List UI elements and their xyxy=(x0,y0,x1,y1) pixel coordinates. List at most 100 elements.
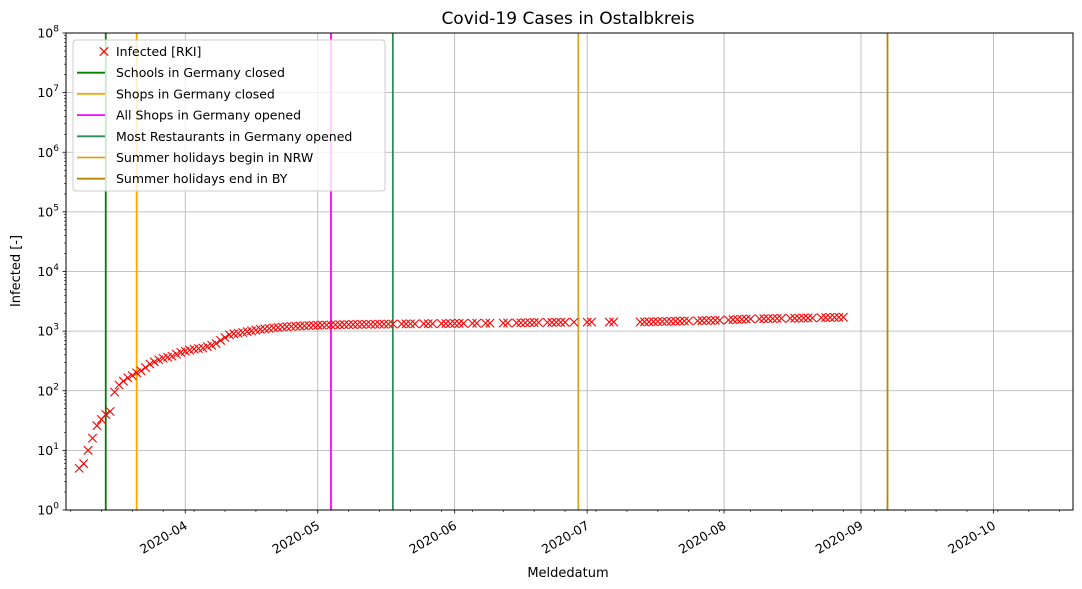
y-tick-label: 104 xyxy=(37,263,59,279)
data-point xyxy=(361,319,371,329)
data-point xyxy=(569,317,579,327)
data-point xyxy=(330,320,341,330)
data-point xyxy=(397,319,407,329)
legend-entry-label: Shops in Germany closed xyxy=(116,86,275,101)
data-point xyxy=(520,318,530,328)
data-point xyxy=(105,406,115,417)
data-point xyxy=(118,376,129,386)
data-point xyxy=(834,312,844,322)
legend-entry-label: Summer holidays begin in NRW xyxy=(116,150,313,165)
data-point xyxy=(423,319,433,329)
data-point xyxy=(838,312,848,322)
data-point xyxy=(741,314,751,324)
data-point xyxy=(454,318,464,328)
data-point xyxy=(785,313,795,323)
data-point xyxy=(308,320,318,330)
legend-entry-label: Summer holidays end in BY xyxy=(116,171,288,186)
data-point xyxy=(586,317,597,327)
data-point xyxy=(282,322,292,332)
data-point xyxy=(215,335,226,345)
data-point xyxy=(472,318,482,328)
data-point xyxy=(136,366,146,376)
data-point xyxy=(220,332,230,343)
data-point xyxy=(697,316,707,326)
data-point xyxy=(370,319,380,329)
data-point xyxy=(339,320,349,330)
data-point xyxy=(321,320,332,330)
data-point xyxy=(816,313,826,323)
data-point xyxy=(211,338,221,349)
data-point xyxy=(485,318,495,328)
data-point xyxy=(772,313,782,324)
data-point xyxy=(304,320,314,331)
data-point xyxy=(467,318,477,328)
data-point xyxy=(542,317,553,328)
y-axis: 100 101 102 103 104 105 106 107 108 xyxy=(37,25,66,518)
data-point xyxy=(525,318,535,328)
data-point xyxy=(348,319,358,330)
y-tick-label: 102 xyxy=(37,382,59,398)
data-point xyxy=(92,421,102,431)
data-point xyxy=(313,320,323,330)
data-point xyxy=(123,373,133,383)
data-point xyxy=(737,314,747,324)
data-point xyxy=(480,318,491,328)
data-point xyxy=(710,315,720,325)
data-point xyxy=(286,321,296,331)
data-point xyxy=(167,351,177,361)
data-point xyxy=(745,314,756,324)
data-point xyxy=(405,319,416,329)
data-point xyxy=(821,312,831,323)
y-axis-label: Infected [-] xyxy=(9,235,24,307)
data-point xyxy=(335,320,345,330)
data-point xyxy=(560,317,570,327)
data-point xyxy=(763,314,773,324)
data-point xyxy=(670,316,681,326)
data-point xyxy=(768,313,778,324)
legend-entry-label: All Shops in Germany opened xyxy=(116,108,301,123)
data-points xyxy=(74,312,848,473)
data-point xyxy=(366,319,376,329)
data-point xyxy=(511,318,522,328)
data-point xyxy=(582,317,592,327)
data-point xyxy=(317,320,327,330)
data-point xyxy=(401,319,411,329)
data-point xyxy=(419,319,429,329)
data-point xyxy=(87,433,98,443)
data-point xyxy=(732,314,742,325)
data-point xyxy=(807,313,818,323)
data-point xyxy=(410,319,420,329)
data-point xyxy=(657,316,667,327)
data-point xyxy=(388,319,398,329)
data-point xyxy=(436,318,447,329)
legend-marker xyxy=(99,46,109,57)
data-point xyxy=(728,315,738,325)
data-point xyxy=(529,317,539,328)
data-point xyxy=(458,318,469,328)
data-point xyxy=(101,409,111,420)
data-point xyxy=(666,316,676,326)
y-tick-label: 100 xyxy=(37,502,59,518)
data-point xyxy=(547,317,557,327)
y-tick-label: 103 xyxy=(37,323,59,339)
data-point xyxy=(352,319,363,330)
x-axis-label: Meldedatum xyxy=(527,566,608,581)
data-point xyxy=(706,315,716,326)
data-point xyxy=(145,359,155,369)
legend-entry-label: Most Restaurants in Germany opened xyxy=(116,129,352,144)
data-point xyxy=(344,319,354,330)
chart-title: Covid-19 Cases in Ostalbkreis xyxy=(441,9,694,29)
data-point xyxy=(445,318,455,329)
data-point xyxy=(684,316,694,326)
data-point xyxy=(790,313,800,323)
data-point xyxy=(277,322,288,332)
data-point xyxy=(754,314,765,324)
y-tick-label: 106 xyxy=(37,144,59,160)
data-point xyxy=(379,319,389,329)
data-point xyxy=(127,370,137,381)
y-tick-label: 101 xyxy=(37,442,59,458)
data-point xyxy=(825,312,835,323)
data-point xyxy=(829,312,840,322)
data-point xyxy=(427,319,438,329)
